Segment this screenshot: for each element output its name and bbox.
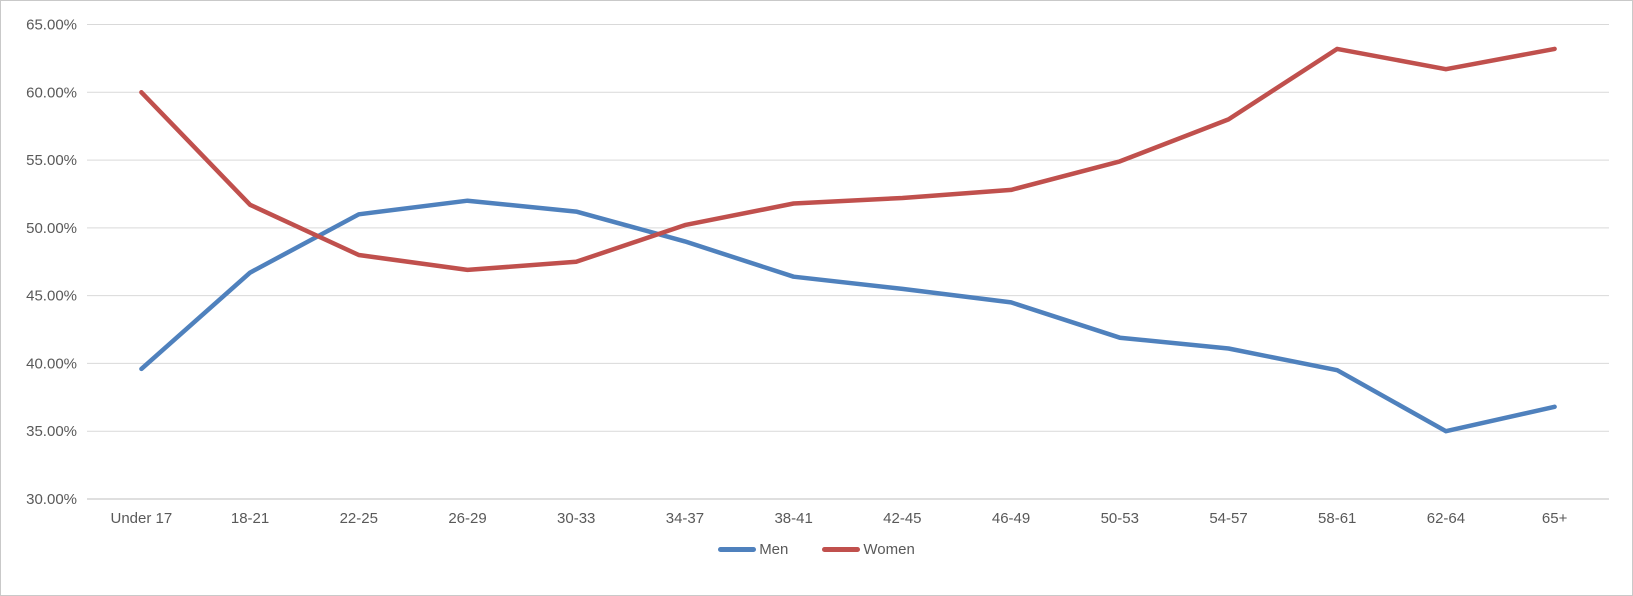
- y-tick-label: 30.00%: [26, 491, 77, 508]
- x-tick-label: 30-33: [557, 510, 595, 527]
- y-tick-label: 35.00%: [26, 423, 77, 440]
- legend-label-men: Men: [759, 541, 789, 558]
- legend-label-women: Women: [863, 541, 915, 558]
- series-line-men[interactable]: [139, 198, 1557, 434]
- y-tick-label: 45.00%: [26, 288, 77, 305]
- women-series-swatch: [822, 547, 861, 552]
- x-tick-label: 34-37: [666, 510, 704, 527]
- men-series-swatch: [718, 547, 757, 552]
- y-tick-label: 55.00%: [26, 152, 77, 169]
- y-tick-label: 40.00%: [26, 355, 77, 372]
- x-tick-label: 46-49: [992, 510, 1030, 527]
- x-tick-label: 62-64: [1427, 510, 1465, 527]
- x-tick-label: 26-29: [448, 510, 486, 527]
- x-tick-label: 58-61: [1318, 510, 1356, 527]
- y-tick-label: 50.00%: [26, 220, 77, 237]
- x-tick-label: 42-45: [883, 510, 921, 527]
- chart-legend: Men Women: [1, 542, 1632, 557]
- y-tick-label: 60.00%: [26, 84, 77, 101]
- legend-item-women[interactable]: Women: [822, 541, 915, 558]
- series-line-women[interactable]: [139, 46, 1557, 273]
- x-tick-label: 18-21: [231, 510, 269, 527]
- x-tick-label: Under 17: [110, 510, 172, 527]
- y-tick-label: 65.00%: [26, 17, 77, 34]
- x-tick-label: 22-25: [340, 510, 378, 527]
- legend-item-men[interactable]: Men: [718, 542, 788, 557]
- x-tick-label: 54-57: [1209, 510, 1247, 527]
- x-tick-label: 38-41: [774, 510, 812, 527]
- x-tick-label: 65+: [1542, 510, 1568, 527]
- x-tick-label: 50-53: [1101, 510, 1139, 527]
